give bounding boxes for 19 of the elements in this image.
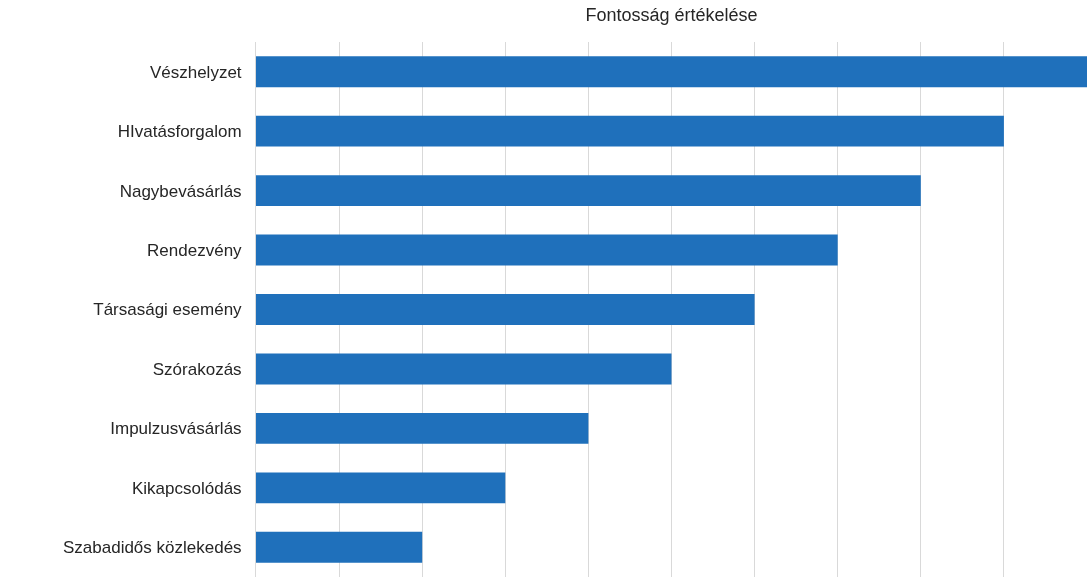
bar [256,175,921,207]
chart-title: Fontosság értékelése [585,4,758,25]
y-tick-label: Szórakozás [152,359,242,379]
y-tick-label: Nagybevásárlás [119,181,242,201]
bar [256,472,506,504]
bar [256,294,755,325]
y-tick-label: Kikapcsolódás [131,478,242,498]
bar [256,353,672,385]
bar [256,56,1087,88]
bar [256,531,423,563]
bar [256,234,838,266]
bar [256,412,589,444]
y-tick-label: Impulzusvásárlás [110,419,242,439]
y-tick-label: Rendezvény [147,241,243,261]
y-tick-label: Vészhelyzet [149,62,242,82]
bar [256,115,1004,147]
y-tick-label: Szabadidős közlekedés [62,538,242,558]
y-tick-label: HIvatásforgalom [117,122,242,142]
y-tick-label: Társasági esemény [93,300,243,320]
